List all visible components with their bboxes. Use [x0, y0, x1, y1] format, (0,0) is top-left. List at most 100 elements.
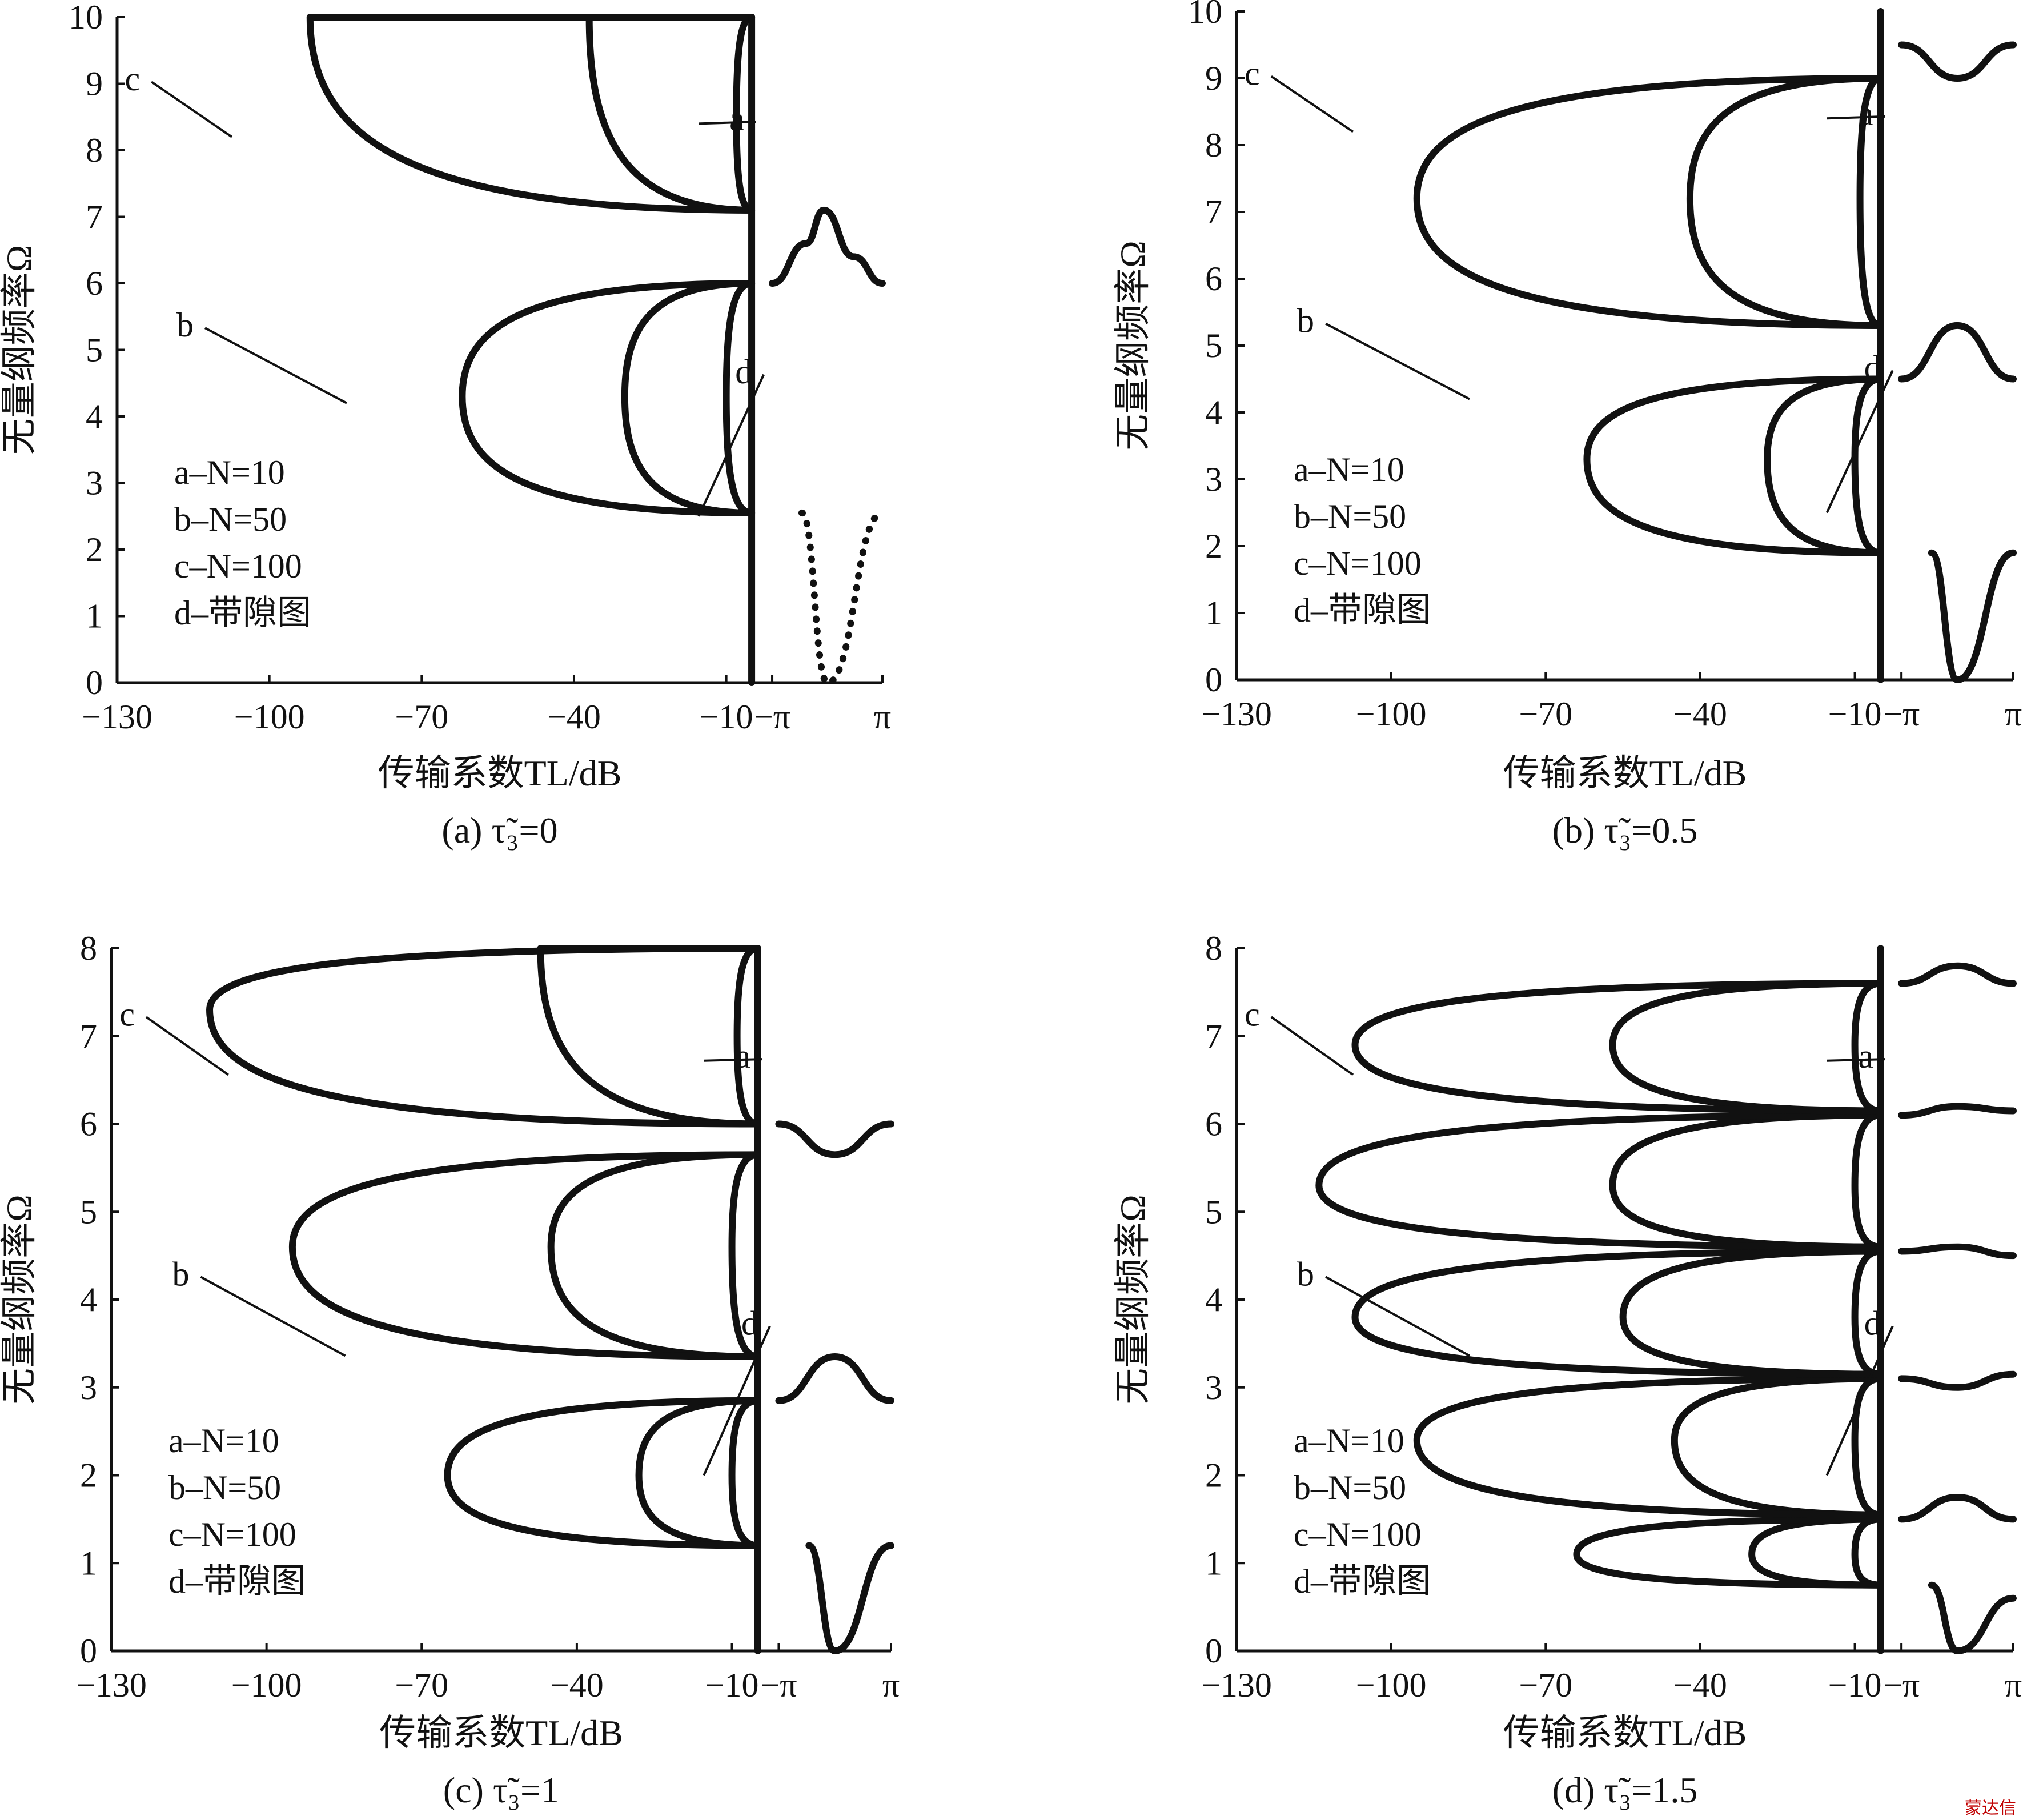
y-tick-label: 9: [1205, 59, 1222, 97]
x-tick-label: −70: [395, 698, 448, 736]
tl-curve-a: [733, 14, 756, 214]
tl-curve-a: [1851, 375, 1884, 556]
y-tick-label: 0: [1205, 661, 1222, 699]
x-tick-label: −70: [1519, 1666, 1572, 1704]
y-tick-label: 8: [86, 131, 103, 169]
y-tick-label: 3: [1205, 1369, 1222, 1406]
y-axis-title: 无量纲频率Ω: [1113, 240, 1153, 451]
legend-entry: c–N=100: [1294, 1516, 1422, 1553]
tl-curve-c: [306, 13, 756, 214]
x-tick-label: −40: [550, 1666, 604, 1704]
dispersion-band: [1898, 1103, 2017, 1119]
panel-b: 0 1 2 3 4 5 6 7 8 9 10 −130 −100 −70 −40 −10 −π π 传输系数TL/d…: [1113, 0, 2022, 851]
x-tick-label: −10: [705, 1666, 759, 1704]
y-tick-label: 1: [1205, 594, 1222, 632]
legend-entry: b–N=50: [174, 500, 287, 538]
x-tick-label: −130: [1201, 1666, 1272, 1704]
curve-label-b: b: [176, 306, 194, 344]
legend-entry: c–N=100: [1294, 544, 1422, 582]
dispersion-band: [769, 206, 886, 287]
panel-caption: (c) τ̃₃=1: [443, 1770, 559, 1810]
dispersion-band: [805, 1542, 894, 1654]
y-tick-label: 5: [1205, 1193, 1222, 1230]
y-tick-label: 7: [1205, 1017, 1222, 1055]
legend-entry: b–N=50: [1294, 498, 1406, 535]
legend-entry: a–N=10: [174, 454, 285, 491]
tl-curve-b: [635, 1397, 761, 1549]
curve-label-c: c: [1245, 995, 1260, 1033]
tl-curve-a: [728, 1151, 761, 1360]
y-tick-label: 7: [86, 198, 103, 236]
x-axis-title: 传输系数TL/dB: [1503, 1713, 1747, 1753]
panel-caption: (a) τ̃₃=0: [441, 810, 557, 851]
y-tick-label: 5: [1205, 327, 1222, 364]
leader-line: [697, 374, 765, 517]
y-tick-label: 8: [80, 929, 97, 967]
dispersion-band: [1898, 1243, 2017, 1260]
leader-line: [1325, 322, 1470, 400]
tl-curve-b: [1764, 375, 1884, 556]
dispersion-band: [775, 1353, 894, 1404]
dispersion-band: [1898, 1370, 2017, 1391]
x-tick-label: −10: [1828, 695, 1882, 733]
curve-label-b: b: [1297, 1255, 1314, 1293]
tl-curve-c: [1583, 375, 1884, 556]
tl-curve-b: [1671, 1375, 1884, 1518]
x-tick-label: π: [874, 698, 891, 736]
dispersion-band: [1898, 1493, 2017, 1523]
legend-entry: d–带隙图: [168, 1562, 306, 1600]
x-tick-label: −40: [547, 698, 601, 736]
y-tick-label: 4: [86, 398, 103, 435]
y-tick-label: 2: [1205, 1457, 1222, 1494]
curve-label-b: b: [1297, 302, 1314, 340]
tl-curve-a: [1856, 75, 1884, 329]
curve-label-d: d: [1864, 349, 1881, 387]
x-tick-label: −40: [1673, 1666, 1727, 1704]
y-tick-label: 0: [80, 1632, 97, 1670]
tl-curve-a: [728, 1397, 761, 1549]
tl-curve-a: [723, 280, 756, 516]
y-tick-label: 0: [86, 664, 103, 701]
x-axis-title: 传输系数TL/dB: [1503, 753, 1747, 793]
tl-curve-c: [1351, 1248, 1884, 1378]
y-tick-label: 8: [1205, 126, 1222, 164]
x-tick-label: −130: [82, 698, 152, 736]
legend-entry: b–N=50: [1294, 1469, 1406, 1506]
x-tick-label: −10: [1828, 1666, 1882, 1704]
x-tick-label: −π: [1883, 1666, 1920, 1704]
curve-label-c: c: [1245, 55, 1260, 93]
legend-entry: b–N=50: [168, 1469, 281, 1506]
y-tick-label: 2: [80, 1457, 97, 1494]
curve-label-b: b: [172, 1255, 190, 1293]
curve-label-c: c: [119, 995, 135, 1033]
tl-curve-b: [1686, 75, 1884, 329]
y-tick-label: 1: [80, 1544, 97, 1582]
curve-label-d: d: [741, 1305, 758, 1342]
curve-label-d: d: [1864, 1305, 1881, 1342]
y-tick-label: 7: [80, 1017, 97, 1055]
tl-curve-b: [1609, 1112, 1884, 1250]
leader-line: [1825, 370, 1894, 514]
tl-curve-a: [1851, 980, 1884, 1115]
tl-curve-c: [1315, 1112, 1884, 1250]
curve-label-a: a: [1859, 95, 1874, 133]
y-tick-label: 2: [1205, 527, 1222, 565]
x-tick-label: π: [2005, 695, 2022, 733]
x-tick-label: −100: [1356, 1666, 1427, 1704]
leader-line: [1270, 1016, 1354, 1076]
tl-curve-c: [1573, 1516, 1884, 1589]
legend-entry: d–带隙图: [174, 594, 311, 632]
leader-line: [704, 1058, 762, 1062]
x-tick-label: −π: [760, 1666, 797, 1704]
tl-curve-c: [288, 1151, 761, 1360]
curve-label-a: a: [729, 100, 745, 138]
x-tick-label: −100: [1356, 695, 1427, 733]
y-tick-label: 1: [86, 598, 103, 635]
dispersion-band: [1898, 41, 2017, 82]
tl-curve-b: [537, 944, 761, 1128]
tl-curve-a: [1851, 1516, 1884, 1589]
y-tick-label: 5: [86, 331, 103, 369]
leader-line: [1270, 75, 1354, 133]
leader-line: [145, 1016, 229, 1076]
